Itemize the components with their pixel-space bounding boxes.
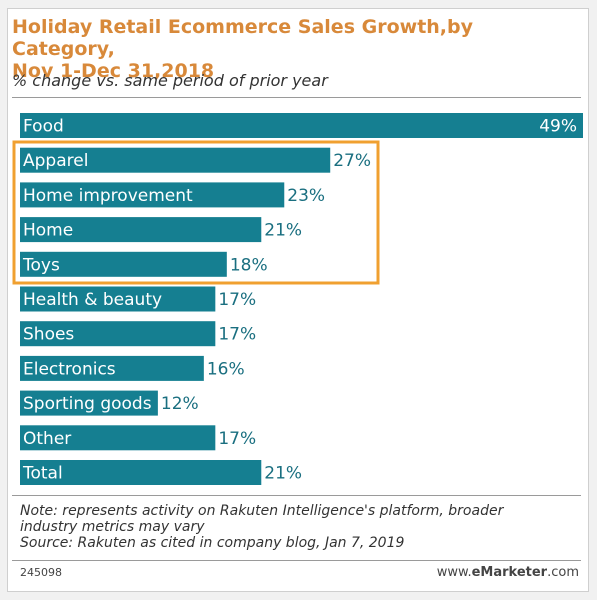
bar-home xyxy=(20,217,262,243)
emarketer-logo[interactable]: www.eMarketer.com xyxy=(437,565,579,580)
bar-home-improvement xyxy=(20,182,285,208)
value-label: 21% xyxy=(264,464,302,484)
bar-sporting-goods xyxy=(20,390,158,416)
bar-apparel xyxy=(20,147,331,173)
chart-title: Holiday Retail Ecommerce Sales Growth,by… xyxy=(12,16,580,82)
note-line-1: Note: represents activity on Rakuten Int… xyxy=(20,503,504,519)
category-label: Home xyxy=(23,221,73,241)
brand-bold: eMarketer xyxy=(471,565,548,580)
brand-suffix: .com xyxy=(547,565,579,580)
value-label: 16% xyxy=(207,359,245,379)
title-line-1: Holiday Retail Ecommerce Sales Growth,by… xyxy=(12,16,474,60)
value-label: 17% xyxy=(218,325,256,345)
category-label: Shoes xyxy=(23,325,74,345)
bar-toys xyxy=(20,251,227,277)
category-label: Health & beauty xyxy=(23,290,162,310)
bar-food xyxy=(20,113,583,138)
source-line: Source: Rakuten as cited in company blog… xyxy=(20,535,405,551)
value-label: 18% xyxy=(230,255,268,275)
category-label: Apparel xyxy=(23,151,88,171)
footer-divider xyxy=(12,560,581,561)
highlight-box xyxy=(12,140,380,285)
chart-subtitle: % change vs. same period of prior year xyxy=(12,71,328,90)
category-label: Total xyxy=(22,464,63,484)
bar-other xyxy=(20,425,216,451)
category-label: Toys xyxy=(22,255,60,275)
value-label: 17% xyxy=(218,290,256,310)
title-line-2: Nov 1-Dec 31,2018 xyxy=(12,60,215,82)
category-label: Food xyxy=(23,117,64,137)
brand-prefix: www. xyxy=(436,565,472,580)
bar-electronics xyxy=(20,355,204,381)
note-line-2: industry metrics may vary xyxy=(20,519,205,535)
category-label: Sporting goods xyxy=(23,394,152,414)
value-label: 23% xyxy=(287,186,325,206)
value-label: 27% xyxy=(333,151,371,171)
bar-total xyxy=(20,460,262,485)
bottom-divider xyxy=(12,495,581,496)
top-divider xyxy=(12,97,581,98)
category-label: Other xyxy=(23,429,71,449)
chart-id: 245098 xyxy=(20,566,62,579)
value-label: 12% xyxy=(161,394,199,414)
category-label: Electronics xyxy=(23,359,116,379)
value-label: 17% xyxy=(218,429,256,449)
category-label: Home improvement xyxy=(23,186,193,206)
bar-health-and-beauty xyxy=(20,286,216,312)
value-label: 21% xyxy=(264,221,302,241)
bar-group: Food 49% Apparel 27% Home improvement 23% Home… xyxy=(20,113,583,485)
bar-shoes xyxy=(20,321,216,347)
value-label: 49% xyxy=(539,117,577,137)
chart-note: Note: represents activity on Rakuten Int… xyxy=(20,503,580,551)
